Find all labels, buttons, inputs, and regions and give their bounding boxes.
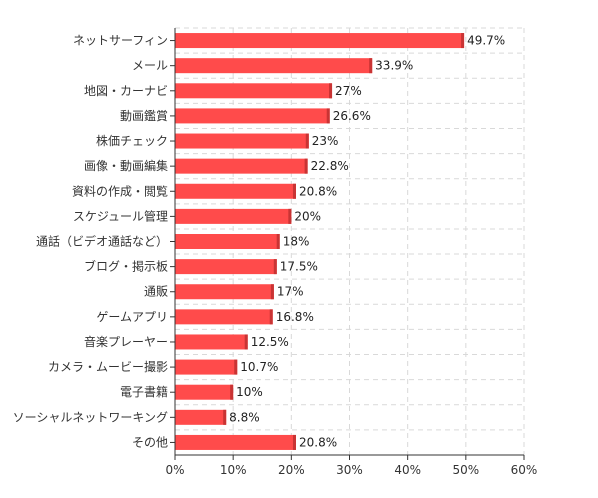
- data-label: 17%: [277, 285, 304, 299]
- bar: [175, 384, 234, 400]
- category-label: 音楽プレーヤー: [84, 334, 168, 349]
- bar-end-cap: [244, 334, 248, 350]
- category-label: 画像・動画編集: [84, 158, 168, 173]
- data-label: 49.7%: [467, 34, 505, 48]
- data-label: 20%: [294, 209, 321, 223]
- bar: [175, 158, 308, 174]
- bar-end-cap: [461, 33, 465, 49]
- category-label: ソーシャルネットワーキング: [13, 410, 168, 424]
- x-tick-label: 60%: [511, 463, 538, 477]
- data-label: 12.5%: [251, 335, 289, 349]
- bar: [175, 259, 277, 275]
- category-label: 通話（ビデオ通話など）: [36, 234, 168, 249]
- axes: [170, 28, 525, 460]
- x-tick-label: 0%: [165, 463, 184, 477]
- bar-end-cap: [369, 58, 373, 74]
- bars: [175, 33, 465, 450]
- x-tick-label: 30%: [336, 463, 363, 477]
- bar-end-cap: [288, 208, 292, 224]
- category-label: 地図・カーナビ: [84, 84, 168, 98]
- bar: [175, 83, 333, 99]
- bar-end-cap: [273, 259, 277, 275]
- data-label: 22.8%: [311, 159, 349, 173]
- category-label: 株価チェック: [96, 133, 168, 148]
- data-label: 20.8%: [299, 184, 337, 198]
- bar: [175, 409, 227, 425]
- bar: [175, 58, 373, 74]
- data-label: 18%: [283, 235, 310, 249]
- bar-end-cap: [223, 409, 227, 425]
- bar: [175, 33, 465, 49]
- x-tick-label: 20%: [278, 463, 305, 477]
- category-label: ネットサーフィン: [73, 34, 168, 48]
- bar: [175, 133, 309, 149]
- bar: [175, 309, 273, 325]
- bar-end-cap: [270, 284, 274, 300]
- category-label: 動画鑑賞: [120, 108, 168, 123]
- bar: [175, 434, 296, 450]
- data-label: 20.8%: [299, 435, 337, 449]
- bar-end-cap: [269, 309, 273, 325]
- data-label: 27%: [335, 84, 362, 98]
- data-label: 10.7%: [240, 360, 278, 374]
- category-label: ブログ・掲示板: [84, 259, 168, 274]
- bar-end-cap: [234, 359, 238, 375]
- data-label: 8.8%: [229, 410, 259, 424]
- bar: [175, 284, 274, 300]
- category-label: メール: [132, 59, 168, 73]
- bar: [175, 183, 296, 199]
- x-tick-label: 10%: [220, 463, 247, 477]
- labels: 49.7% ネットサーフィン 33.9% メール 27% 地図・カーナビ 26.6% 動画鑑賞…: [13, 34, 538, 477]
- bar-end-cap: [292, 183, 296, 199]
- data-label: 17.5%: [280, 260, 318, 274]
- x-tick-label: 40%: [394, 463, 421, 477]
- bar-end-cap: [304, 158, 308, 174]
- bar-end-cap: [326, 108, 330, 124]
- bar-end-cap: [329, 83, 333, 99]
- bar-end-cap: [276, 234, 280, 249]
- category-label: ゲームアプリ: [96, 310, 168, 324]
- bar: [175, 108, 330, 124]
- data-label: 10%: [236, 385, 263, 399]
- category-label: スケジュール管理: [73, 208, 168, 223]
- bar: [175, 359, 238, 375]
- x-tick-label: 50%: [452, 463, 479, 477]
- bar: [175, 234, 280, 249]
- category-label: 資料の作成・閲覧: [72, 184, 168, 198]
- data-label: 26.6%: [333, 109, 371, 123]
- category-label: その他: [132, 435, 168, 449]
- data-label: 23%: [312, 134, 339, 148]
- bar-end-cap: [305, 133, 309, 149]
- bar: [175, 208, 292, 224]
- data-label: 16.8%: [276, 310, 314, 324]
- category-label: カメラ・ムービー撮影: [48, 360, 168, 374]
- bar-end-cap: [292, 434, 296, 450]
- data-label: 33.9%: [375, 59, 413, 73]
- bar: [175, 334, 248, 350]
- category-label: 電子書籍: [120, 384, 168, 399]
- category-label: 通販: [144, 285, 168, 299]
- bar-end-cap: [230, 384, 234, 400]
